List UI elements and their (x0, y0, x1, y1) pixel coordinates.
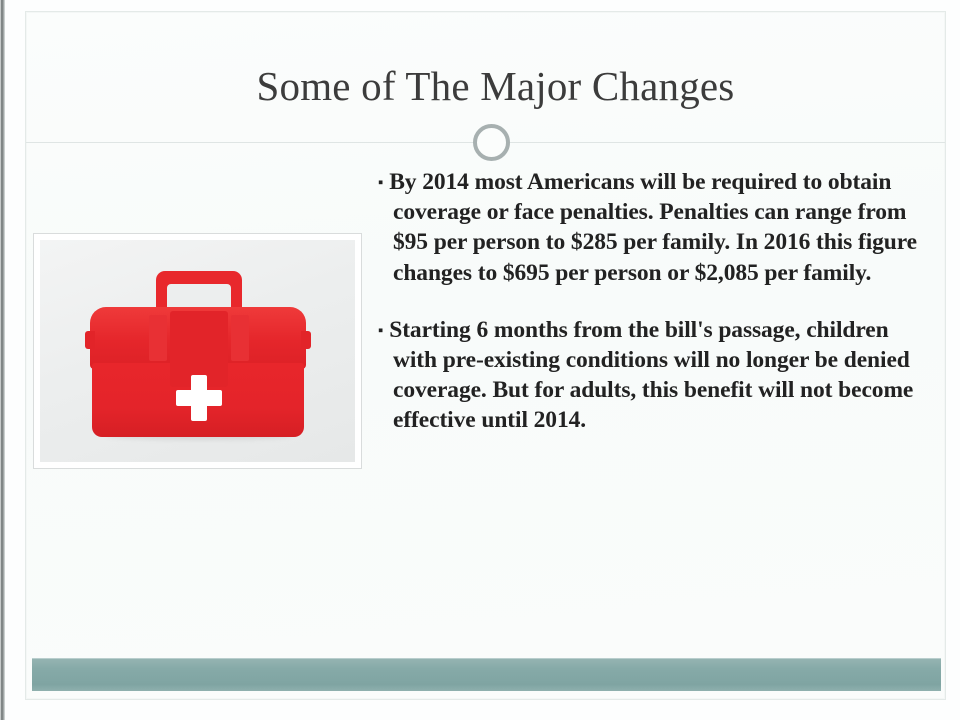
image-canvas (40, 240, 355, 462)
title-bar: Some of The Major Changes (26, 37, 945, 137)
first-aid-kit-icon (84, 271, 312, 441)
bullet-text: By 2014 most Americans will be required … (389, 169, 918, 286)
kit-center-panel (169, 311, 228, 388)
slide-card: Some of The Major Changes (25, 11, 946, 700)
page-title: Some of The Major Changes (256, 63, 735, 110)
kit-panel-left (148, 315, 167, 362)
bullet-text: Starting 6 months from the bill's passag… (389, 316, 914, 434)
body-text-column: ▪ By 2014 most Americans will be required… (378, 167, 924, 436)
kit-latch-right (300, 331, 311, 350)
circle-ring-icon (473, 124, 510, 161)
title-divider (26, 124, 945, 177)
footer-accent-band (32, 658, 941, 691)
bullet-paragraph: ▪ Starting 6 months from the bill's passa… (378, 315, 924, 436)
image-frame (33, 233, 362, 469)
kit-panel-right (230, 315, 249, 362)
bullet-marker-icon: ▪ (378, 175, 384, 191)
kit-latch-left (84, 331, 95, 350)
kit-cross-horizontal (175, 390, 222, 407)
bullet-marker-icon: ▪ (378, 322, 384, 339)
left-edge-gutter (0, 0, 5, 720)
page-margin: Some of The Major Changes (5, 0, 960, 720)
bullet-paragraph: ▪ By 2014 most Americans will be required… (378, 167, 924, 288)
